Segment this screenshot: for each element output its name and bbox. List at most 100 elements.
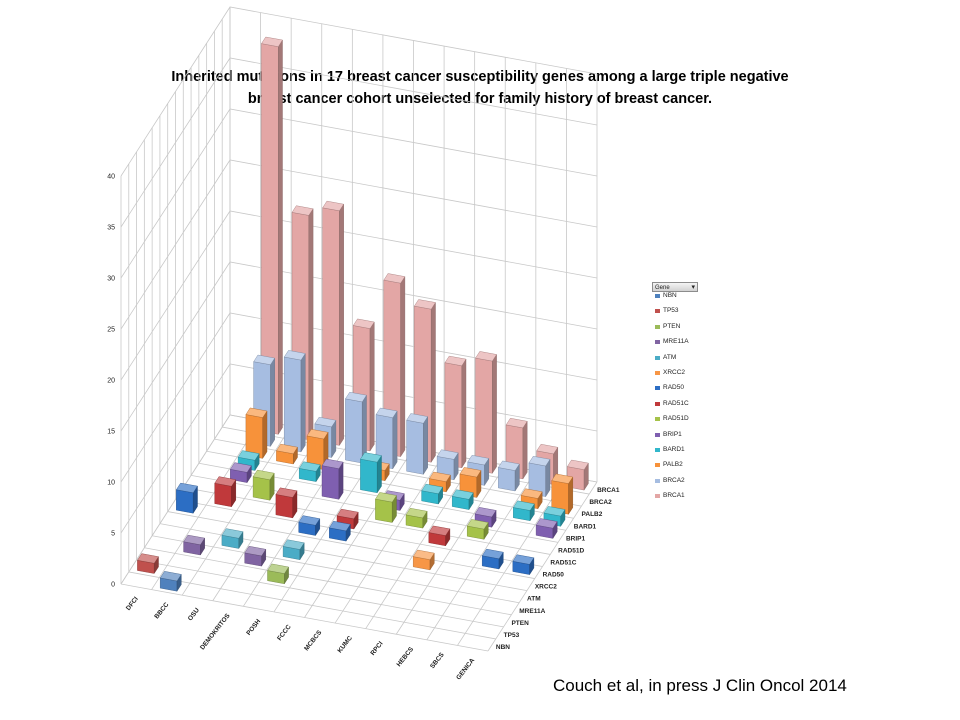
legend-label: NBN (663, 292, 677, 299)
bar (405, 507, 428, 529)
bar-top-face (314, 416, 337, 428)
bar-side-face (461, 358, 467, 469)
legend-item-pten: PTEN (652, 323, 702, 338)
floor-grid-line (214, 438, 582, 507)
bar-top-face (413, 299, 436, 310)
x-category-label: POSH (245, 618, 262, 637)
bar-top-face (375, 492, 397, 503)
bar (475, 351, 497, 474)
bar (328, 520, 351, 542)
bars (137, 36, 589, 592)
bar-top-face (345, 391, 367, 403)
bar (183, 534, 206, 556)
bar-side-face (392, 410, 398, 470)
floor-grid-line (190, 474, 559, 543)
bar (512, 554, 535, 576)
legend-item-atm: ATM (652, 354, 702, 369)
legend-item-bard1: BARD1 (652, 446, 702, 461)
y-tick-label: 20 (107, 378, 115, 385)
bar (306, 429, 329, 471)
legend-label: BRCA1 (663, 492, 685, 500)
x-category-label: KUMC (336, 635, 354, 655)
legend-label: PALB2 (663, 461, 683, 469)
bar-front-face (322, 207, 340, 446)
depth-label: NBN (496, 644, 510, 651)
bar-front-face (360, 458, 378, 494)
wall-grid-line (120, 159, 598, 330)
floor-grid-line (167, 511, 535, 579)
bar (283, 350, 306, 453)
bar (298, 515, 321, 537)
bar-top-face (497, 460, 520, 471)
bar-top-face (244, 545, 267, 557)
bar-top-face (322, 200, 345, 212)
depth-label: BARD1 (574, 523, 597, 530)
bar-top-face (466, 519, 489, 530)
bar-top-face (436, 449, 459, 460)
bar-top-face (459, 467, 482, 478)
bar-top-face (183, 534, 206, 546)
legend-swatch (655, 340, 660, 345)
floor-grid-line (152, 535, 520, 604)
bar-top-face (405, 507, 428, 519)
x-category-label: RPCI (369, 640, 384, 657)
bar-top-face (444, 355, 467, 367)
floor-grid-line (128, 571, 496, 640)
bar-top-face (551, 473, 574, 484)
legend-item-rad51c: RAD51C (652, 400, 702, 415)
bar (497, 460, 520, 492)
y-tick-label: 25 (107, 327, 115, 334)
bar-top-face (528, 456, 551, 467)
bar (137, 553, 159, 575)
bar-top-face (481, 548, 504, 560)
legend-item-brip1: BRIP1 (652, 431, 702, 446)
bar-top-face (245, 407, 268, 418)
depth-label: MRE11A (519, 608, 545, 615)
legend-item-mre11a: MRE11A (652, 338, 702, 353)
bar (298, 461, 321, 483)
legend-header[interactable]: Gene ▾ (652, 282, 698, 292)
legend-label: ATM (663, 353, 677, 361)
bar-front-face (406, 419, 424, 475)
legend-label: RAD51C (663, 399, 689, 407)
bar (528, 456, 551, 498)
bar (345, 391, 367, 464)
depth-label: BRIP1 (566, 535, 586, 542)
bar-top-face (175, 482, 198, 494)
bar (566, 459, 589, 491)
bar-top-face (221, 528, 244, 539)
bar-side-face (522, 420, 528, 480)
legend-item-tp53: TP53 (652, 307, 702, 322)
bar-side-face (400, 275, 406, 458)
x-category-label: OSU (187, 607, 201, 623)
bar-top-face (406, 413, 429, 424)
bar (322, 200, 345, 447)
bar (535, 518, 558, 540)
legend-swatch (655, 432, 660, 437)
bar-top-face (253, 354, 276, 365)
bar-front-face (284, 356, 302, 453)
filter-dropdown-icon[interactable]: ▾ (691, 284, 695, 291)
bar-top-face (159, 571, 182, 582)
bar-top-face (543, 506, 566, 517)
x-category-label: SBCS (429, 651, 446, 670)
floor-grid-line (144, 547, 512, 616)
legend-label: BARD1 (663, 445, 685, 453)
legend-swatch (655, 294, 660, 298)
bar-top-face (467, 455, 490, 466)
x-category-label: BBCC (153, 601, 170, 620)
bar-top-face (428, 525, 451, 536)
bar-side-face (270, 357, 275, 447)
y-tick-label: 10 (107, 480, 115, 487)
bar-top-face (137, 553, 159, 564)
bar-front-face (345, 398, 363, 464)
legend-label: RAD50 (663, 384, 684, 392)
bar-top-face (475, 351, 497, 362)
bar (444, 355, 467, 469)
bar (551, 473, 574, 515)
x-category-label: DEMOKRITOS (199, 612, 232, 651)
legend-label: PTEN (663, 322, 681, 330)
bar-top-face (412, 549, 435, 560)
floor-grid-line (183, 487, 551, 555)
bar (244, 545, 267, 567)
